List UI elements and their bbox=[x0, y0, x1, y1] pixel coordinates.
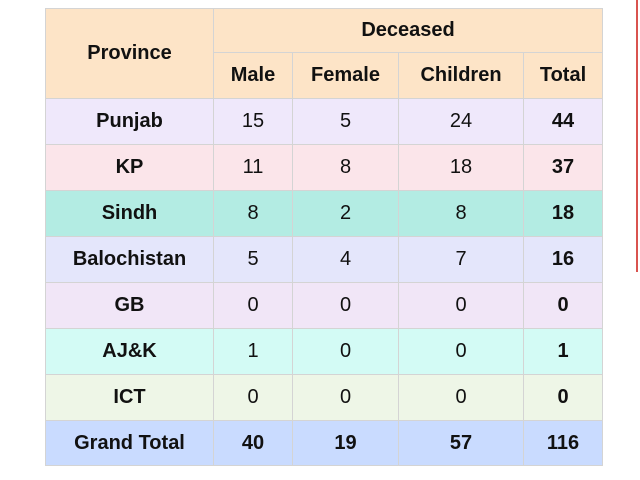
female-cell: 8 bbox=[292, 144, 399, 191]
children-cell: 0 bbox=[398, 374, 524, 421]
male-column-header: Male bbox=[213, 52, 293, 99]
grand-total-row: Grand Total 40 19 57 116 bbox=[45, 420, 604, 466]
province-cell: KP bbox=[45, 144, 214, 191]
grand-total-total: 116 bbox=[522, 420, 604, 466]
total-cell: 0 bbox=[522, 282, 604, 329]
total-cell: 16 bbox=[522, 236, 604, 283]
grand-total-label: Grand Total bbox=[45, 420, 214, 466]
male-cell: 8 bbox=[213, 190, 293, 237]
table-row: KP 11 8 18 37 bbox=[45, 144, 604, 191]
table-row: ICT 0 0 0 0 bbox=[45, 374, 604, 421]
children-cell: 7 bbox=[398, 236, 524, 283]
deceased-group-header: Deceased bbox=[212, 8, 604, 53]
female-cell: 0 bbox=[292, 328, 399, 375]
grand-total-male: 40 bbox=[213, 420, 293, 466]
male-cell: 0 bbox=[213, 282, 293, 329]
province-header: Province bbox=[45, 8, 214, 99]
female-cell: 2 bbox=[292, 190, 399, 237]
male-cell: 0 bbox=[213, 374, 293, 421]
female-cell: 5 bbox=[292, 98, 399, 145]
female-column-header: Female bbox=[292, 52, 399, 99]
children-cell: 24 bbox=[398, 98, 524, 145]
total-cell: 1 bbox=[522, 328, 604, 375]
children-cell: 0 bbox=[398, 328, 524, 375]
grand-total-children: 57 bbox=[398, 420, 524, 466]
total-cell: 37 bbox=[522, 144, 604, 191]
total-cell: 18 bbox=[522, 190, 604, 237]
table-row: Balochistan 5 4 7 16 bbox=[45, 236, 604, 283]
female-cell: 4 bbox=[292, 236, 399, 283]
total-column-header: Total bbox=[522, 52, 604, 99]
red-edge-divider bbox=[636, 0, 638, 272]
children-cell: 18 bbox=[398, 144, 524, 191]
children-cell: 8 bbox=[398, 190, 524, 237]
female-cell: 0 bbox=[292, 374, 399, 421]
children-cell: 0 bbox=[398, 282, 524, 329]
table-row: GB 0 0 0 0 bbox=[45, 282, 604, 329]
province-cell: Punjab bbox=[45, 98, 214, 145]
male-cell: 11 bbox=[213, 144, 293, 191]
province-cell: Balochistan bbox=[45, 236, 214, 283]
table-row: AJ&K 1 0 0 1 bbox=[45, 328, 604, 375]
province-cell: GB bbox=[45, 282, 214, 329]
male-cell: 1 bbox=[213, 328, 293, 375]
total-cell: 0 bbox=[522, 374, 604, 421]
deceased-by-province-table: Province Deceased Male Female Children T… bbox=[45, 8, 604, 466]
province-cell: AJ&K bbox=[45, 328, 214, 375]
male-cell: 5 bbox=[213, 236, 293, 283]
table-row: Sindh 8 2 8 18 bbox=[45, 190, 604, 237]
total-cell: 44 bbox=[522, 98, 604, 145]
province-cell: ICT bbox=[45, 374, 214, 421]
table-row: Punjab 15 5 24 44 bbox=[45, 98, 604, 145]
grand-total-female: 19 bbox=[292, 420, 399, 466]
female-cell: 0 bbox=[292, 282, 399, 329]
province-cell: Sindh bbox=[45, 190, 214, 237]
children-column-header: Children bbox=[398, 52, 524, 99]
male-cell: 15 bbox=[213, 98, 293, 145]
